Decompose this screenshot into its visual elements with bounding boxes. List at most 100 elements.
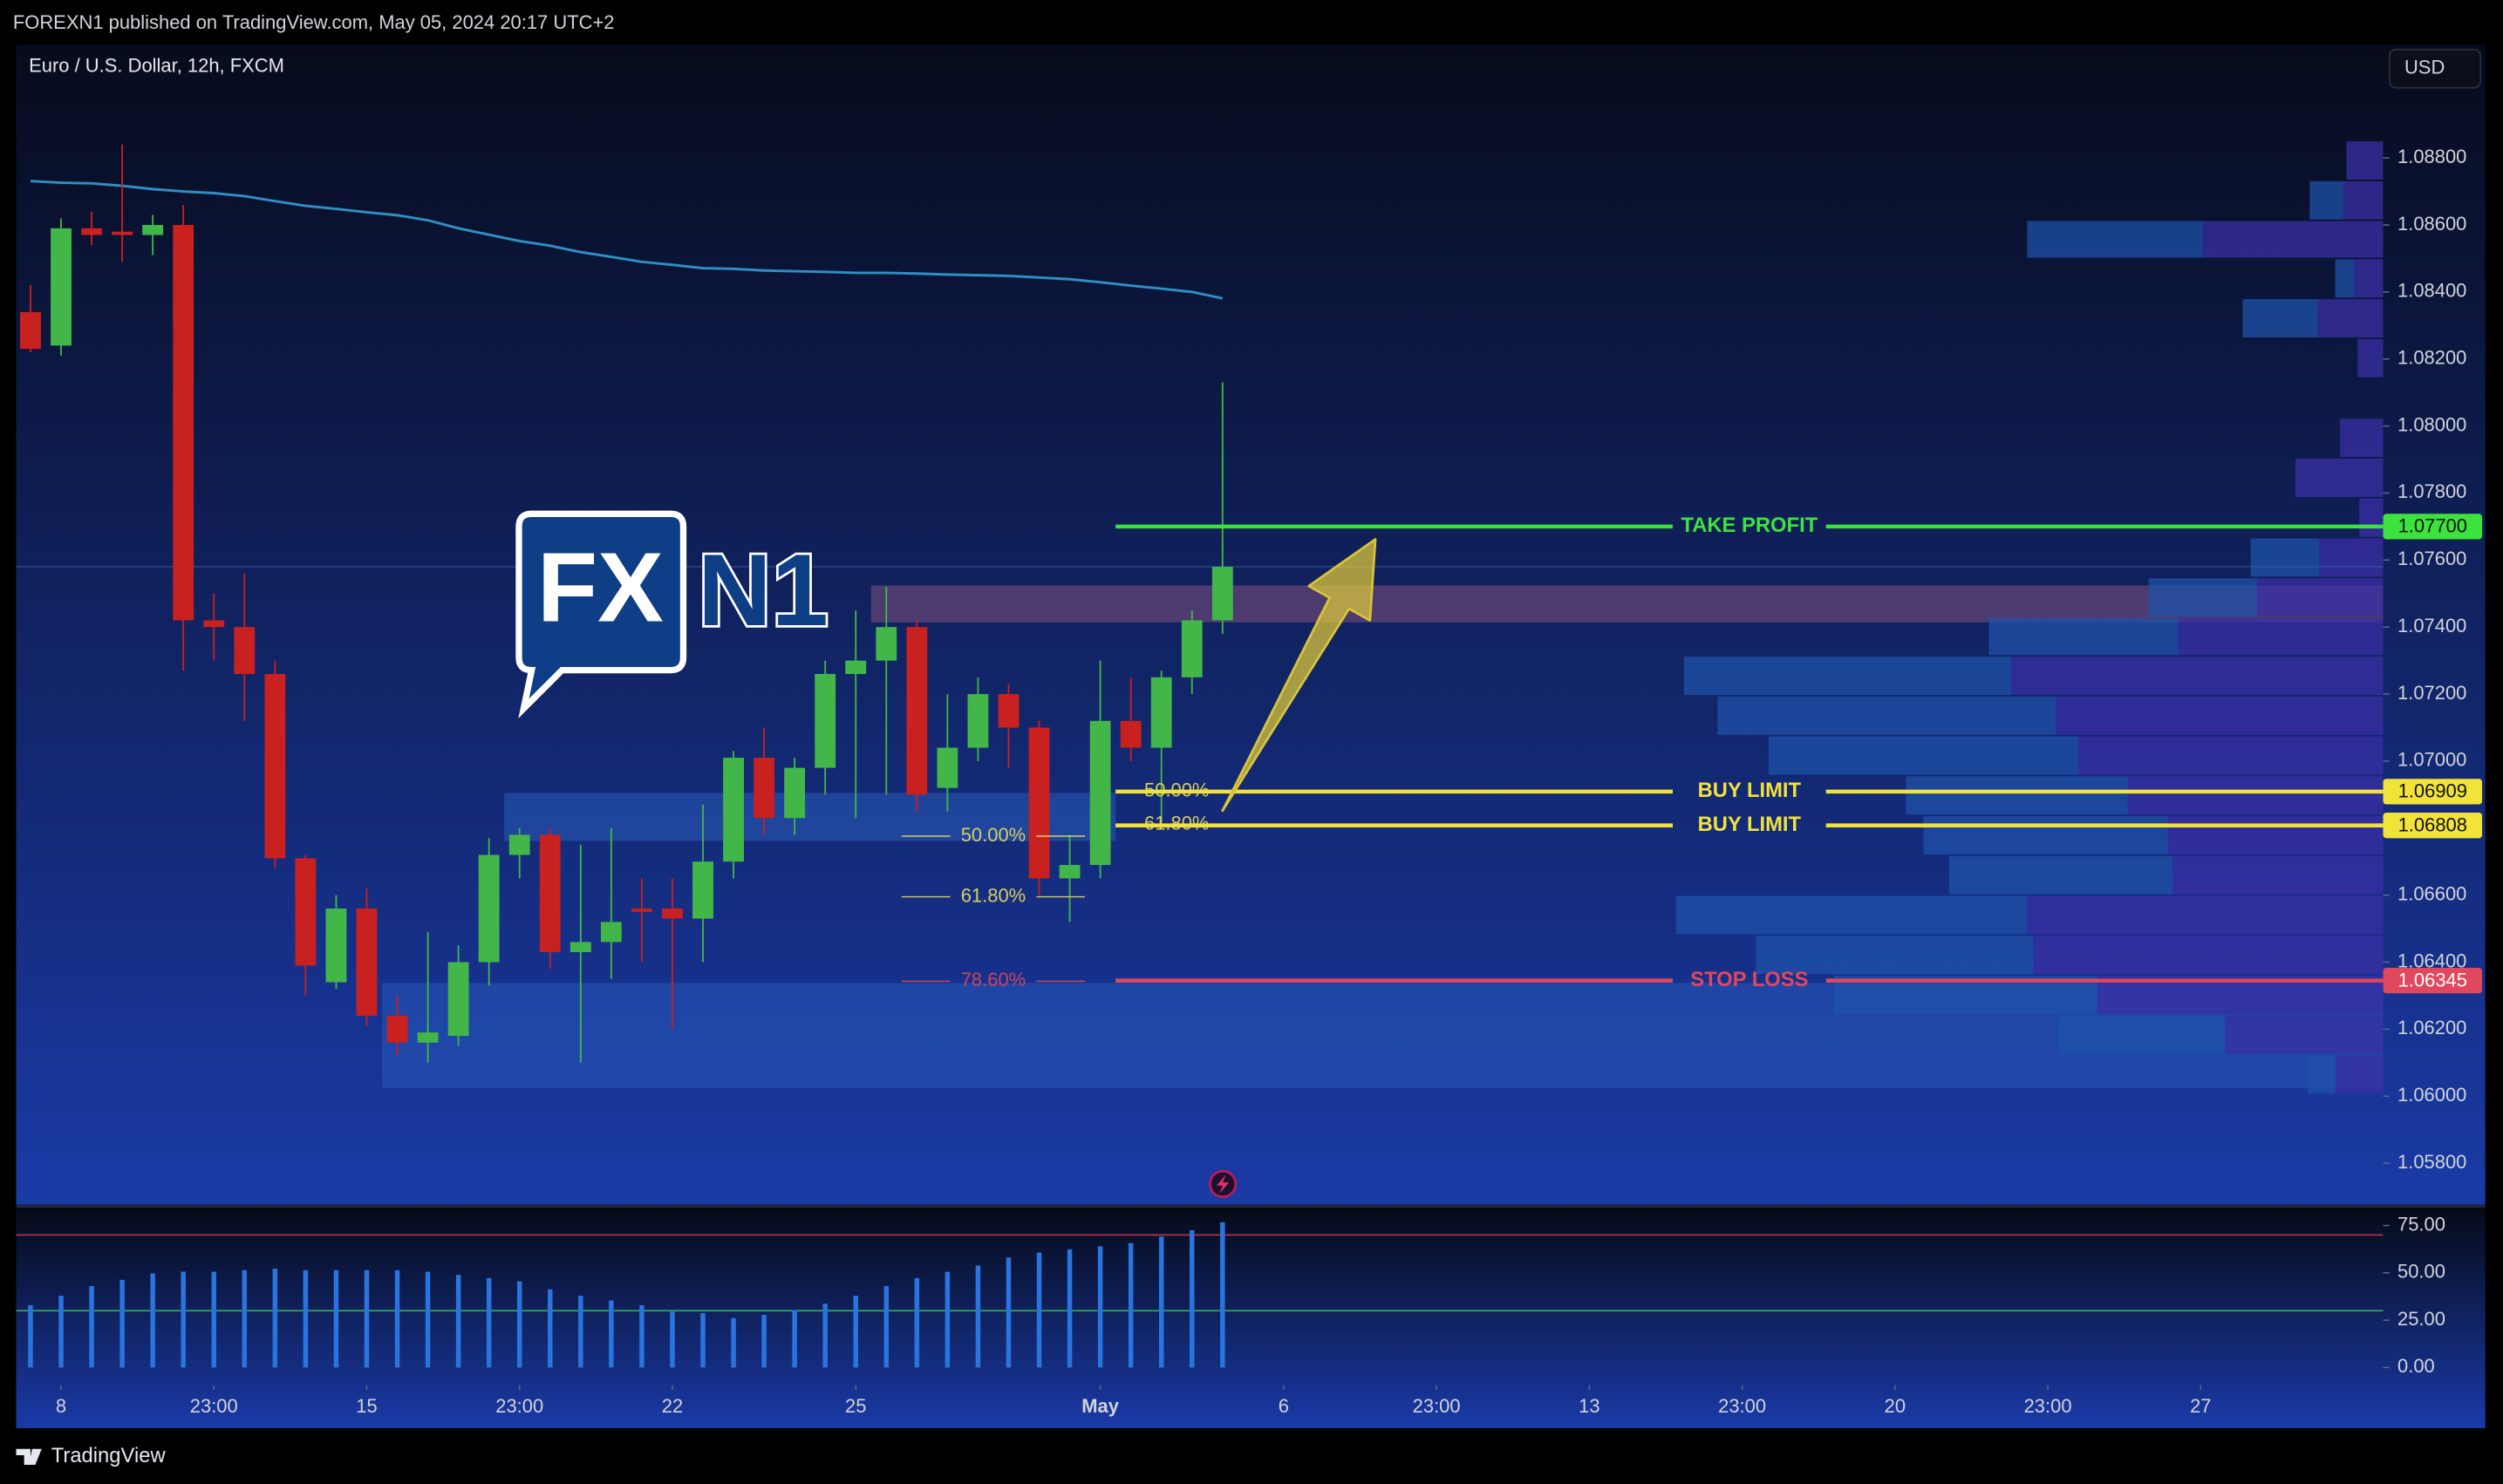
volume-profile-bar xyxy=(2127,776,2384,815)
volume-profile-bar xyxy=(1906,776,2128,815)
indicator-bar xyxy=(1067,1249,1073,1368)
indicator-bar xyxy=(364,1270,370,1368)
candle-body xyxy=(51,228,72,346)
indicator-bar xyxy=(58,1296,64,1368)
x-tick-label: 15 xyxy=(356,1395,377,1417)
candle-body xyxy=(569,942,591,952)
indicator-bar xyxy=(150,1273,155,1368)
indicator-pane xyxy=(16,1208,2486,1428)
volume-profile-bar xyxy=(2027,221,2203,258)
currency-label[interactable]: USD xyxy=(2404,56,2445,78)
candle-body xyxy=(112,231,133,235)
candle-body xyxy=(1028,727,1050,879)
x-tick-label: 23:00 xyxy=(190,1395,238,1417)
volume-profile-bar xyxy=(2309,180,2343,220)
indicator-bar xyxy=(333,1270,339,1368)
y-tick-label: 1.08800 xyxy=(2397,146,2466,167)
level-label: STOP LOSS xyxy=(1690,968,1808,991)
x-tick-label: 23:00 xyxy=(1413,1395,1461,1417)
indicator-bar xyxy=(1220,1222,1225,1368)
volume-profile-bar xyxy=(2256,578,2384,617)
currency-button[interactable] xyxy=(2388,48,2482,89)
indicator-bar xyxy=(1097,1246,1103,1368)
candle-body xyxy=(539,834,561,952)
volume-profile-bar xyxy=(1948,855,2172,895)
volume-profile-bar xyxy=(2179,617,2384,656)
y-tick-label: 1.07400 xyxy=(2397,615,2466,636)
x-tick-label: 22 xyxy=(662,1395,683,1417)
logo-text: N1 xyxy=(698,533,829,647)
y-tick-label: 1.08400 xyxy=(2397,280,2466,302)
candle-body xyxy=(631,908,652,912)
candle-body xyxy=(1059,865,1081,879)
volume-profile-bar xyxy=(2242,299,2318,337)
volume-profile-bar xyxy=(2172,855,2384,895)
candle-body xyxy=(386,1015,408,1043)
volume-profile-bar xyxy=(2346,141,2384,180)
logo-badge xyxy=(515,510,687,718)
x-tick-label: 25 xyxy=(845,1395,866,1417)
volume-profile-bar xyxy=(2340,419,2384,458)
candle-body xyxy=(508,834,530,855)
indicator-bar xyxy=(119,1279,125,1368)
volume-profile-bar xyxy=(2225,1015,2384,1054)
fib-label: 78.60% xyxy=(961,969,1026,990)
volume-profile-bar xyxy=(2011,657,2384,696)
logo-text: FX xyxy=(537,533,664,643)
x-tick-label: 6 xyxy=(1279,1395,1289,1417)
candle-body xyxy=(937,747,958,788)
indicator-bar xyxy=(975,1265,981,1368)
indicator-bar xyxy=(670,1311,675,1368)
logo: FX N1 xyxy=(515,510,831,718)
indicator-bar xyxy=(1006,1257,1012,1368)
candle-body xyxy=(723,758,744,862)
volume-profile-bar xyxy=(2357,338,2384,378)
volume-profile-bar xyxy=(2308,1055,2336,1094)
candle-body xyxy=(325,908,347,983)
candle-body xyxy=(784,767,806,819)
y-tick-label: 1.08000 xyxy=(2397,413,2466,435)
y-tick-label: 1.08200 xyxy=(2397,347,2466,369)
candle-body xyxy=(417,1032,439,1043)
alert-icon[interactable] xyxy=(1209,1169,1238,1198)
x-tick-label: May xyxy=(1081,1395,1119,1417)
candle-body xyxy=(967,694,989,748)
indicator-bar xyxy=(516,1281,522,1368)
volume-profile-bar xyxy=(2077,736,2384,775)
candle-body xyxy=(906,627,928,795)
candle-body xyxy=(1089,720,1111,866)
indicator-bar xyxy=(700,1313,706,1368)
plot-area: 50.00%61.80%78.60%50.00%61.80%TAKE PROFI… xyxy=(16,141,2384,1094)
y-tick-label: 1.07800 xyxy=(2397,480,2466,502)
price-badge-label: 1.06909 xyxy=(2398,780,2467,802)
zone xyxy=(870,585,2384,623)
volume-profile-bar xyxy=(2354,259,2384,298)
indicator-bar xyxy=(181,1271,186,1368)
volume-profile-bar xyxy=(1717,696,2056,735)
indicator-bar xyxy=(609,1300,614,1368)
indicator-bar xyxy=(455,1275,461,1368)
volume-profile-bar xyxy=(1768,736,2078,775)
alert-bolt[interactable] xyxy=(1216,1174,1230,1194)
volume-profile-bar xyxy=(2359,498,2384,537)
brand-icon xyxy=(16,1448,42,1466)
volume-profile-bar xyxy=(2202,221,2384,258)
indicator-bar xyxy=(853,1296,858,1368)
candle-body xyxy=(845,660,867,674)
fib-label: 61.80% xyxy=(1144,813,1209,834)
publish-info: FOREXN1 published on TradingView.com, Ma… xyxy=(13,11,615,33)
price-badge xyxy=(2383,967,2483,994)
candle-body xyxy=(1120,720,1142,748)
volume-profile-bar xyxy=(2335,1055,2384,1094)
candle-body xyxy=(142,225,164,235)
candle-body xyxy=(815,673,836,768)
volume-profile-bar xyxy=(2319,538,2384,577)
level-label: BUY LIMIT xyxy=(1698,779,1802,802)
price-badge xyxy=(2383,779,2483,805)
indicator-bar xyxy=(28,1304,33,1368)
candle-body xyxy=(295,858,317,966)
indicator-y-tick-label: 25.00 xyxy=(2397,1308,2445,1330)
candle-body xyxy=(600,922,622,943)
overlay: 1.058001.060001.062001.064001.066001.068… xyxy=(16,146,2483,1417)
